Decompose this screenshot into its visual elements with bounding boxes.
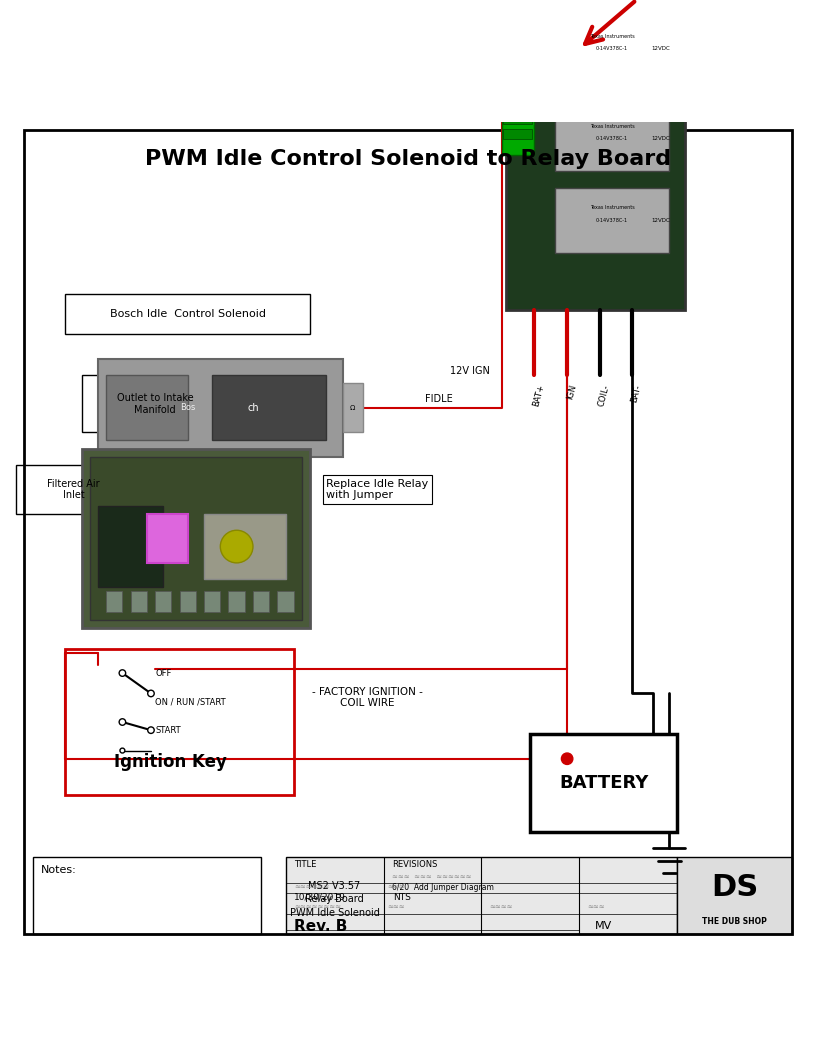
FancyBboxPatch shape — [277, 591, 294, 611]
FancyBboxPatch shape — [253, 591, 269, 611]
FancyBboxPatch shape — [503, 70, 532, 80]
Text: Rev. B: Rev. B — [294, 919, 347, 934]
Text: ≈≈≈≈: ≈≈≈≈ — [490, 904, 513, 910]
FancyBboxPatch shape — [180, 591, 196, 611]
FancyBboxPatch shape — [147, 514, 188, 563]
Circle shape — [119, 719, 126, 725]
Circle shape — [120, 748, 125, 753]
Text: 0-14V378C-1: 0-14V378C-1 — [596, 136, 628, 142]
Text: ≈≈≈: ≈≈≈ — [388, 904, 406, 910]
Text: 12VDC: 12VDC — [652, 46, 670, 52]
FancyBboxPatch shape — [286, 856, 677, 935]
Text: ≈≈≈  ≈≈≈  ≈≈≈≈≈≈: ≈≈≈ ≈≈≈ ≈≈≈≈≈≈ — [392, 874, 471, 880]
FancyBboxPatch shape — [33, 856, 261, 935]
Text: NTS: NTS — [393, 893, 411, 902]
Text: Texas Instruments: Texas Instruments — [590, 34, 634, 39]
Text: - FACTORY IGNITION -
COIL WIRE: - FACTORY IGNITION - COIL WIRE — [312, 686, 423, 709]
Text: BATTERY: BATTERY — [559, 774, 649, 792]
FancyBboxPatch shape — [82, 449, 310, 628]
Text: MV: MV — [595, 921, 613, 931]
Text: OFF: OFF — [155, 668, 171, 678]
FancyBboxPatch shape — [204, 591, 220, 611]
Circle shape — [148, 691, 154, 697]
FancyBboxPatch shape — [555, 106, 669, 171]
FancyBboxPatch shape — [131, 591, 147, 611]
Text: PWM Idle Control Solenoid to Relay Board: PWM Idle Control Solenoid to Relay Board — [145, 149, 671, 169]
FancyBboxPatch shape — [212, 375, 326, 440]
Text: Ω: Ω — [350, 404, 355, 411]
Text: BAT-: BAT- — [630, 383, 643, 403]
Circle shape — [148, 727, 154, 734]
Circle shape — [220, 530, 253, 563]
FancyBboxPatch shape — [16, 465, 131, 514]
Text: 10/30/2019: 10/30/2019 — [294, 893, 346, 902]
FancyBboxPatch shape — [106, 375, 188, 440]
Text: COIL-: COIL- — [596, 383, 611, 408]
Text: FIDLE: FIDLE — [425, 394, 453, 403]
FancyBboxPatch shape — [503, 129, 532, 138]
Text: BAT+: BAT+ — [531, 383, 546, 408]
Text: Notes:: Notes: — [41, 865, 77, 874]
Text: ≈≈≈: ≈≈≈ — [588, 904, 605, 910]
Circle shape — [561, 753, 573, 765]
FancyBboxPatch shape — [503, 84, 532, 94]
Text: 0-14V378C-1: 0-14V378C-1 — [596, 46, 628, 52]
FancyBboxPatch shape — [677, 856, 792, 935]
Text: Texas Instruments: Texas Instruments — [590, 124, 634, 129]
Text: Filtered Air
Inlet: Filtered Air Inlet — [47, 478, 100, 501]
Text: 12VDC: 12VDC — [652, 218, 670, 223]
Text: THE DUB SHOP: THE DUB SHOP — [702, 918, 767, 926]
Text: Texas Instruments: Texas Instruments — [590, 206, 634, 210]
Text: START: START — [155, 725, 180, 735]
FancyBboxPatch shape — [106, 591, 122, 611]
FancyBboxPatch shape — [98, 506, 163, 587]
Text: ON / RUN /START: ON / RUN /START — [155, 697, 226, 706]
FancyBboxPatch shape — [343, 383, 363, 432]
FancyBboxPatch shape — [65, 294, 310, 335]
FancyBboxPatch shape — [555, 188, 669, 252]
Text: Bos: Bos — [180, 403, 195, 412]
Text: Replace Idle Relay
with Jumper: Replace Idle Relay with Jumper — [326, 478, 428, 501]
FancyBboxPatch shape — [228, 591, 245, 611]
Text: Bosch Idle  Control Solenoid: Bosch Idle Control Solenoid — [109, 309, 266, 319]
Text: 12VDC: 12VDC — [652, 136, 670, 142]
Text: DS: DS — [711, 873, 758, 902]
FancyBboxPatch shape — [502, 73, 534, 155]
Text: REVISIONS: REVISIONS — [392, 860, 437, 869]
Text: 6/20  Add Jumper Diagram: 6/20 Add Jumper Diagram — [392, 883, 494, 892]
Text: IGN: IGN — [565, 383, 578, 400]
Text: 12V IGN: 12V IGN — [450, 366, 490, 376]
Text: Ignition Key: Ignition Key — [114, 753, 227, 771]
Text: 0-14V378C-1: 0-14V378C-1 — [596, 218, 628, 223]
FancyBboxPatch shape — [90, 457, 302, 620]
FancyBboxPatch shape — [506, 0, 685, 309]
Text: ≈≈≈: ≈≈≈ — [388, 884, 406, 890]
FancyBboxPatch shape — [503, 114, 532, 124]
Text: MS2 V3.57
Relay Board
PWM Idle Solenoid: MS2 V3.57 Relay Board PWM Idle Solenoid — [290, 881, 379, 918]
Text: ≈≈≈≈≈≈: ≈≈≈≈≈≈ — [294, 884, 329, 890]
FancyBboxPatch shape — [204, 514, 286, 579]
FancyBboxPatch shape — [155, 591, 171, 611]
Text: Outlet to Intake
Manifold: Outlet to Intake Manifold — [117, 393, 193, 415]
FancyBboxPatch shape — [65, 648, 294, 795]
Circle shape — [119, 670, 126, 676]
FancyBboxPatch shape — [82, 375, 228, 432]
FancyBboxPatch shape — [98, 359, 343, 457]
Text: ≈≈≈≈≈≈≈≈: ≈≈≈≈≈≈≈≈ — [294, 904, 341, 910]
Text: ch: ch — [247, 402, 259, 413]
FancyBboxPatch shape — [530, 734, 677, 832]
Text: TITLE: TITLE — [294, 860, 316, 869]
FancyBboxPatch shape — [555, 16, 669, 81]
FancyBboxPatch shape — [503, 99, 532, 109]
